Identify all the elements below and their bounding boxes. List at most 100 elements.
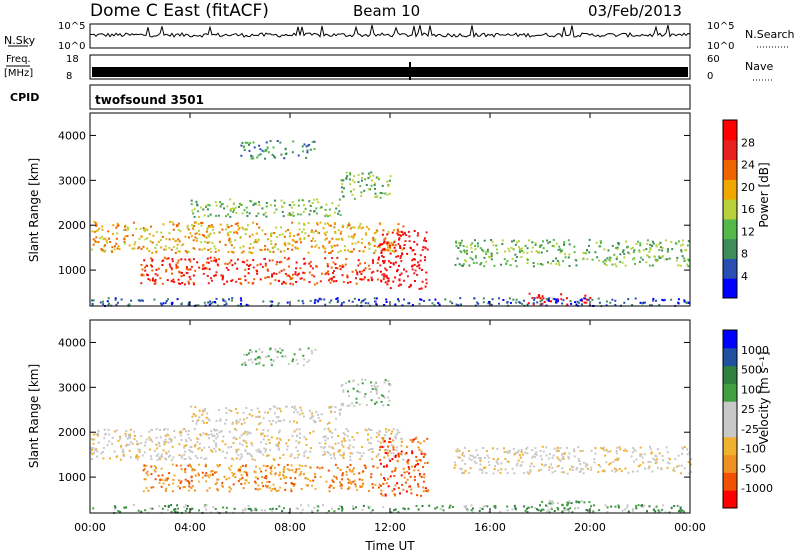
echo-cell: [264, 244, 267, 247]
echo-cell: [679, 510, 682, 513]
echo-cell: [522, 251, 525, 254]
echo-cell: [245, 479, 248, 482]
echo-cell: [344, 263, 347, 266]
echo-cell: [267, 411, 269, 414]
echo-cell: [172, 278, 175, 281]
echo-cell: [217, 214, 220, 217]
echo-cell: [424, 285, 427, 288]
echo-cell: [311, 140, 314, 143]
echo-cell: [238, 278, 241, 280]
echo-cell: [372, 465, 375, 468]
echo-cell: [520, 451, 523, 453]
echo-cell: [331, 446, 334, 449]
echo-cell: [194, 474, 197, 477]
echo-cell: [253, 146, 256, 149]
echo-cell: [384, 449, 387, 451]
echo-cell: [658, 255, 661, 258]
echo-cell: [687, 265, 690, 268]
echo-cell: [228, 261, 231, 264]
echo-cell: [567, 502, 570, 504]
echo-cell: [261, 475, 264, 478]
echo-cell: [338, 449, 340, 452]
echo-cell: [660, 467, 663, 470]
echo-cell: [232, 442, 235, 444]
echo-cell: [655, 458, 658, 461]
echo-cell: [397, 284, 400, 287]
echo-cell: [677, 302, 680, 305]
echo-cell: [375, 436, 378, 438]
echo-cell: [178, 250, 181, 253]
echo-cell: [232, 211, 235, 213]
echo-cell: [259, 148, 262, 151]
echo-cell: [245, 445, 248, 448]
echo-cell: [205, 472, 208, 475]
echo-cell: [364, 262, 366, 265]
echo-cell: [268, 481, 271, 483]
echo-cell: [305, 443, 308, 446]
echo-cell: [541, 299, 543, 302]
echo-cell: [234, 206, 237, 209]
echo-cell: [568, 243, 571, 246]
echo-cell: [143, 451, 146, 454]
echo-cell: [164, 302, 167, 304]
echo-cell: [337, 238, 340, 241]
echo-cell: [603, 446, 606, 449]
echo-cell: [253, 470, 256, 473]
echo-cell: [520, 256, 523, 258]
echo-cell: [339, 449, 342, 452]
echo-cell: [232, 251, 235, 254]
echo-cell: [314, 229, 317, 232]
echo-cell: [493, 505, 496, 508]
echo-cell: [552, 238, 555, 241]
echo-cell: [296, 456, 299, 459]
echo-cell: [221, 450, 224, 453]
echo-cell: [461, 468, 463, 471]
echo-cell: [542, 247, 545, 250]
echo-cell: [362, 470, 365, 473]
echo-cell: [373, 244, 376, 247]
echo-cell: [310, 240, 313, 242]
echo-cell: [140, 274, 143, 277]
echo-cell: [340, 179, 343, 182]
echo-cell: [683, 299, 686, 302]
nsky-tick-top: 10^5: [58, 21, 85, 32]
y-tick-label: 1000: [58, 471, 86, 484]
echo-cell: [404, 453, 407, 456]
echo-cell: [200, 241, 203, 244]
echo-cell: [101, 228, 104, 231]
echo-cell: [238, 202, 241, 205]
echo-cell: [515, 298, 518, 301]
echo-cell: [310, 245, 313, 248]
echo-cell: [148, 436, 151, 439]
echo-cell: [195, 239, 198, 242]
echo-cell: [259, 450, 262, 453]
echo-cell: [382, 482, 385, 485]
echo-cell: [624, 264, 627, 267]
echo-cell: [248, 265, 250, 267]
echo-cell: [117, 439, 120, 442]
echo-cell: [219, 201, 222, 203]
echo-cell: [316, 222, 318, 224]
echo-cell: [458, 263, 461, 266]
echo-cell: [623, 301, 626, 304]
echo-cell: [423, 300, 425, 302]
echo-cell: [409, 283, 412, 286]
echo-cell: [245, 303, 248, 306]
echo-cell: [180, 258, 183, 261]
echo-cell: [183, 444, 186, 447]
echo-cell: [343, 187, 345, 190]
echo-cell: [622, 249, 625, 252]
echo-cell: [304, 450, 307, 453]
echo-cell: [278, 448, 281, 451]
echo-cell: [266, 147, 269, 150]
echo-cell: [647, 460, 650, 463]
echo-cell: [615, 468, 618, 471]
echo-cell: [546, 510, 548, 513]
echo-cell: [457, 242, 460, 244]
echo-cell: [495, 459, 498, 462]
echo-cell: [335, 207, 338, 210]
echo-cell: [524, 509, 527, 512]
echo-cell: [461, 459, 464, 462]
echo-cell: [172, 245, 175, 248]
echo-cell: [115, 226, 118, 229]
